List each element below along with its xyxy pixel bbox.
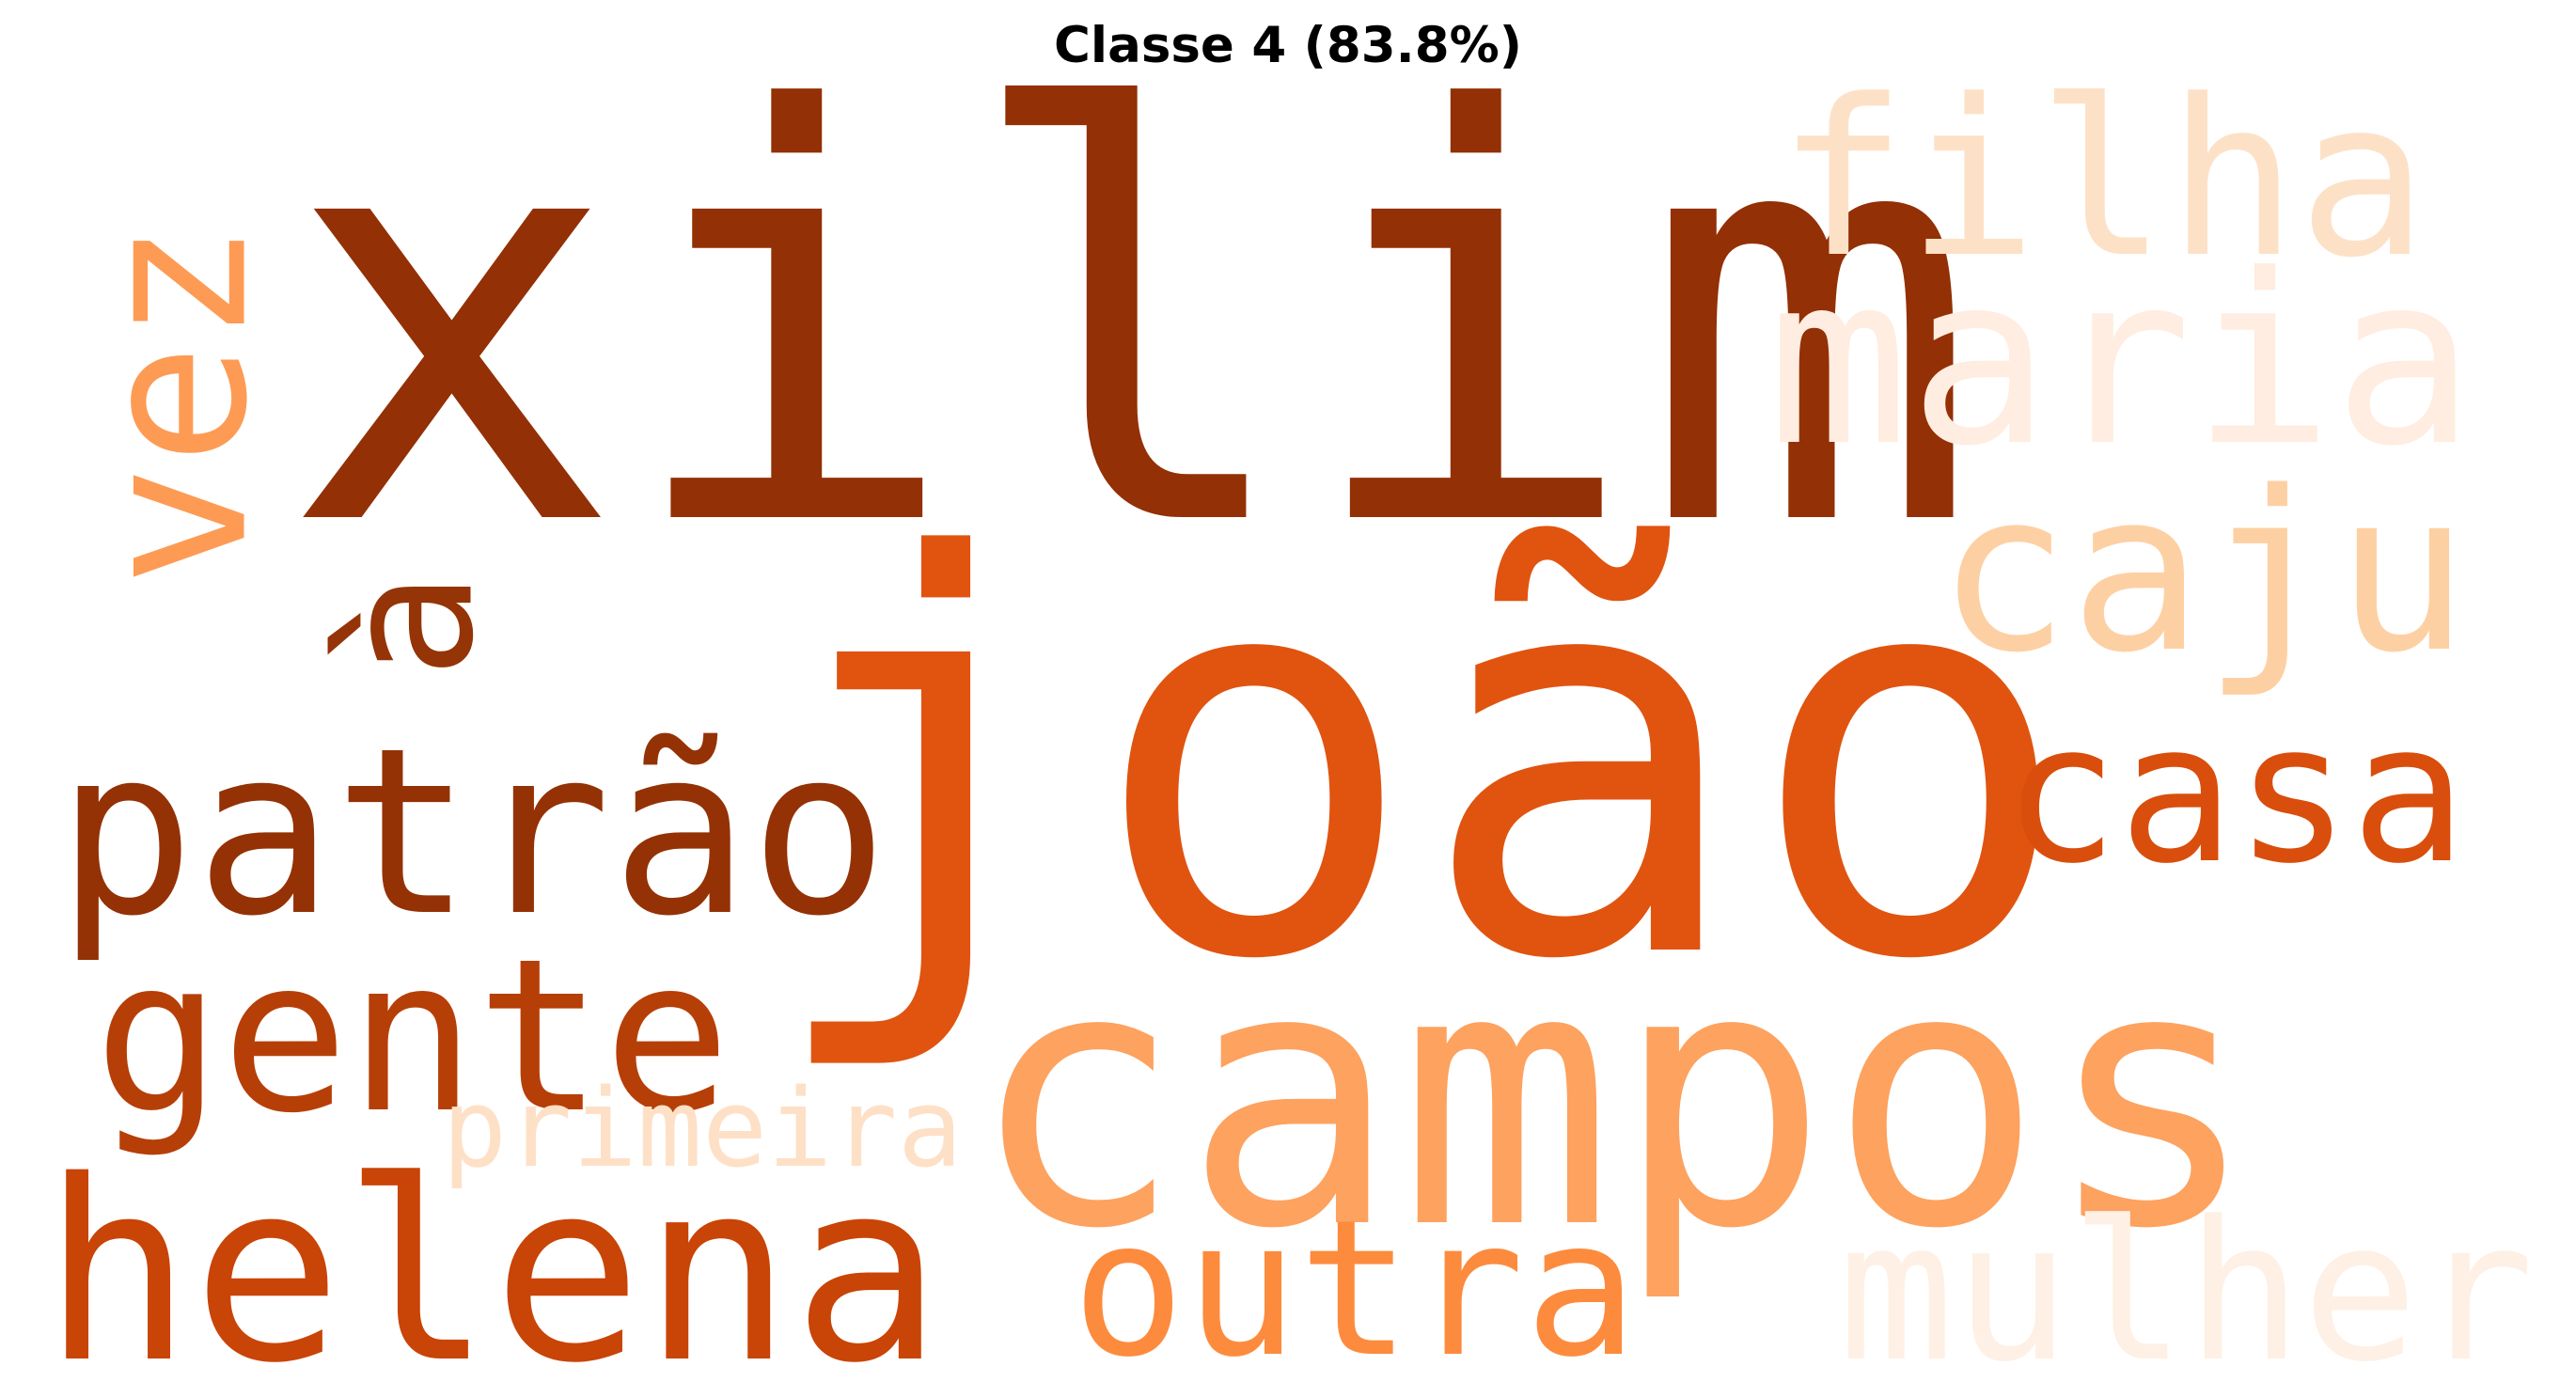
word-helena: helena [42,1128,942,1382]
word-outra: outra [1072,1180,1638,1382]
word-xilim: xilim [282,0,1980,651]
word-maria: maria [1767,224,2475,497]
chart-title: Classe 4 (83.8%) [1054,17,1522,74]
word-casa: casa [2003,683,2467,906]
word-gente: gente [94,914,730,1160]
word-caju: caju [1937,445,2469,701]
word-vez: vez [56,222,292,587]
word-mulher: mulher [1838,1181,2535,1382]
word-filha: filha [1777,55,2427,306]
word-campos: campos [968,890,2259,1307]
word-à: à [306,572,513,679]
word-joão: joão [762,444,2075,1078]
word-patrão: patrão [56,699,888,966]
word-primeira: primeira [442,1066,963,1192]
